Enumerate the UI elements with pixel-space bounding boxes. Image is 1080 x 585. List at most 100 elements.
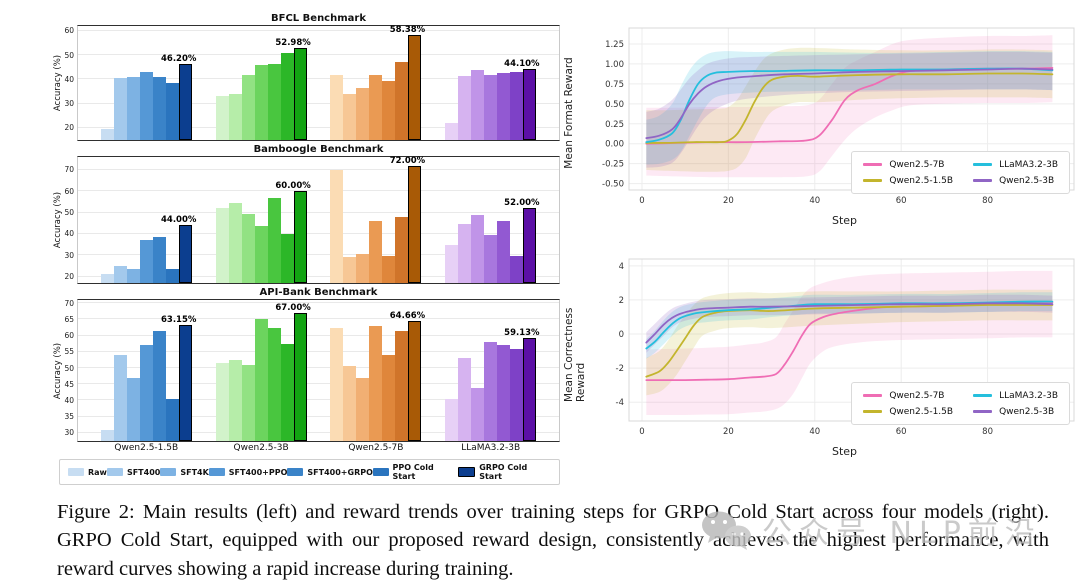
- bar-group-Qwen2.5-1.5B: 46.20%: [101, 26, 196, 140]
- y-tick-label: -0.50: [602, 180, 624, 190]
- legend-item-SFT400+GRPO: SFT400+GRPO: [287, 468, 373, 477]
- legend-label: SFT4K: [180, 467, 209, 477]
- gridline: [78, 168, 559, 170]
- bar-group-Qwen2.5-7B: 72.00%: [330, 156, 425, 283]
- x-tick-label: 0: [639, 196, 644, 206]
- bar-SFT400: [228, 359, 242, 441]
- gridline: [78, 399, 559, 401]
- y-tick-label: 0.25: [605, 120, 624, 130]
- bar-SFT400: [343, 93, 357, 140]
- bar-SFT400+GRPO: [496, 73, 510, 140]
- chart-body: 0 20 40 60 80 -0.50 -0.25 0.00 0.25 0.50 0.75 1.00 1…: [573, 22, 1080, 214]
- bar-GRPO Cold Start: 52.00%: [504, 198, 540, 283]
- bar-PPO Cold Start: [395, 330, 409, 441]
- bar-SFT400: [114, 355, 128, 441]
- y-axis-label: Accuracy (%): [53, 342, 63, 399]
- legend-item-Qwen2.5-1.5B: Qwen2.5-1.5B: [863, 173, 953, 188]
- gridline: [78, 302, 559, 304]
- y-tick-label: 40: [64, 229, 74, 239]
- bar-SFT4K: [241, 74, 255, 140]
- legend-label: PPO Cold Start: [392, 463, 434, 481]
- y-tick-label: 70: [64, 165, 74, 175]
- bar-SFT400+PPO: [254, 319, 268, 441]
- bar-SFT400+GRPO: [496, 345, 510, 441]
- bar-charts-panel: BFCL Benchmark Accuracy (%) 20 30 40 50 60 46…: [53, 12, 560, 485]
- y-tick-label: -0.25: [602, 160, 624, 170]
- format-reward-chart: Mean Format Reward 0 20 40 60 80 -0.50 -0.25 0.…: [563, 22, 1080, 229]
- y-tick-label: 50: [64, 50, 74, 60]
- series-line-Qwen2.5-3B: [645, 67, 1054, 139]
- bar-SFT400+GRPO: [267, 63, 281, 140]
- bar-SFT400+PPO: [483, 342, 497, 441]
- y-tick-label: 1.25: [605, 40, 624, 50]
- bar-PPO Cold Start: [395, 216, 409, 283]
- bar-SFT4K: [470, 387, 484, 441]
- gridline: [78, 318, 559, 320]
- y-tick-label: 20: [64, 123, 74, 133]
- y-tick-label: 30: [64, 428, 74, 438]
- bar-SFT400+GRPO: [153, 237, 167, 283]
- bar-SFT400: [343, 366, 357, 441]
- chart-body: Accuracy (%) 30 35 40 45 50 55 60 65 70 63.15% 67.…: [53, 299, 560, 442]
- bar-PPO Cold Start: [166, 269, 180, 283]
- y-tick-label: -2: [616, 364, 624, 374]
- legend-label: LLaMA3.2-3B: [999, 159, 1058, 170]
- y-tick-label: 40: [64, 74, 74, 84]
- legend-item-GRPO Cold Start: GRPO Cold Start: [457, 463, 551, 481]
- y-tick-label: 40: [64, 395, 74, 405]
- bar-PPO Cold Start: [509, 256, 523, 283]
- y-axis-label: Accuracy (%): [53, 54, 63, 112]
- bar-Raw: [330, 327, 344, 441]
- legend-swatch: [208, 468, 225, 476]
- legend-label: SFT400+PPO: [228, 467, 288, 477]
- y-tick-label: 35: [64, 411, 74, 421]
- y-tick-label: 0: [619, 330, 624, 340]
- legend-swatch: [160, 468, 177, 476]
- chart-title: BFCL Benchmark: [271, 13, 366, 24]
- model-label: Qwen2.5-1.5B: [114, 443, 179, 453]
- bar-Raw: [215, 208, 229, 283]
- legend-item-SFT400: SFT400: [106, 468, 160, 477]
- bar-SFT400: [114, 265, 128, 283]
- figure-caption: Figure 2: Main results (left) and reward…: [57, 501, 1049, 580]
- y-tick-label: 0.75: [605, 80, 624, 90]
- bar-value-label: 64.66%: [389, 310, 426, 321]
- bar-SFT400+GRPO: [153, 76, 167, 140]
- bamboogle-benchmark-chart: Bamboogle Benchmark Accuracy (%) 20 30 40 5…: [53, 143, 560, 284]
- legend-label: Qwen2.5-3B: [999, 175, 1055, 186]
- bar-SFT400+PPO: [483, 74, 497, 140]
- bar-SFT400+GRPO: [153, 330, 167, 441]
- bar-GRPO Cold Start: 64.66%: [390, 311, 425, 441]
- gridline: [78, 29, 559, 31]
- y-tick-label: 20: [64, 271, 74, 281]
- bar-SFT400: [457, 358, 471, 441]
- bar-groups: 44.00% 60.00% 72.00% 52.00%: [78, 156, 559, 283]
- legend-label: Qwen2.5-3B: [999, 406, 1055, 417]
- legend-item-SFT4K: SFT4K: [160, 467, 209, 477]
- legend-item-LLaMA3.2-3B: LLaMA3.2-3B: [973, 157, 1058, 172]
- bar-SFT400+PPO: [140, 72, 154, 140]
- gridline: [78, 54, 559, 56]
- legend-item-Qwen2.5-7B: Qwen2.5-7B: [863, 388, 953, 403]
- legend-item-PPO Cold Start: PPO Cold Start: [372, 463, 458, 481]
- y-tick-label: 45: [64, 379, 74, 389]
- legend-label: Raw: [88, 467, 107, 477]
- legend-label: Qwen2.5-7B: [889, 159, 945, 170]
- x-tick-label: 40: [809, 196, 820, 206]
- bar-PPO Cold Start: [509, 348, 523, 441]
- bar-SFT400+GRPO: [382, 256, 396, 283]
- bar-SFT400+GRPO: [267, 327, 281, 441]
- legend-line-swatch: [863, 179, 883, 182]
- legend-swatch: [68, 468, 84, 476]
- bar-PPO Cold Start: [280, 343, 294, 441]
- bar-SFT400: [343, 257, 357, 283]
- bar-SFT4K: [127, 377, 141, 441]
- gridline: [78, 102, 559, 104]
- gridline: [78, 78, 559, 80]
- y-tick-label: 50: [64, 363, 74, 373]
- bar-Raw: [444, 244, 458, 283]
- legend-item-Raw: Raw: [68, 468, 107, 477]
- bar-group-Qwen2.5-7B: 64.66%: [330, 300, 425, 441]
- gridline: [78, 275, 559, 277]
- gridline: [78, 431, 559, 433]
